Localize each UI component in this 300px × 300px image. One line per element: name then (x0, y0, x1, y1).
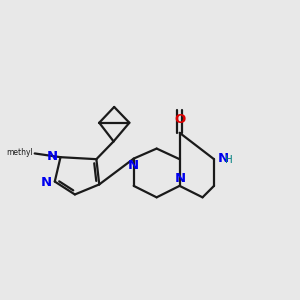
Text: O: O (174, 113, 185, 126)
Text: N: N (175, 172, 186, 185)
Text: methyl: methyl (7, 148, 33, 157)
Text: N: N (218, 152, 229, 165)
Text: N: N (47, 149, 58, 163)
Text: N: N (128, 159, 139, 172)
Text: H: H (226, 155, 233, 165)
Text: N: N (41, 176, 52, 189)
